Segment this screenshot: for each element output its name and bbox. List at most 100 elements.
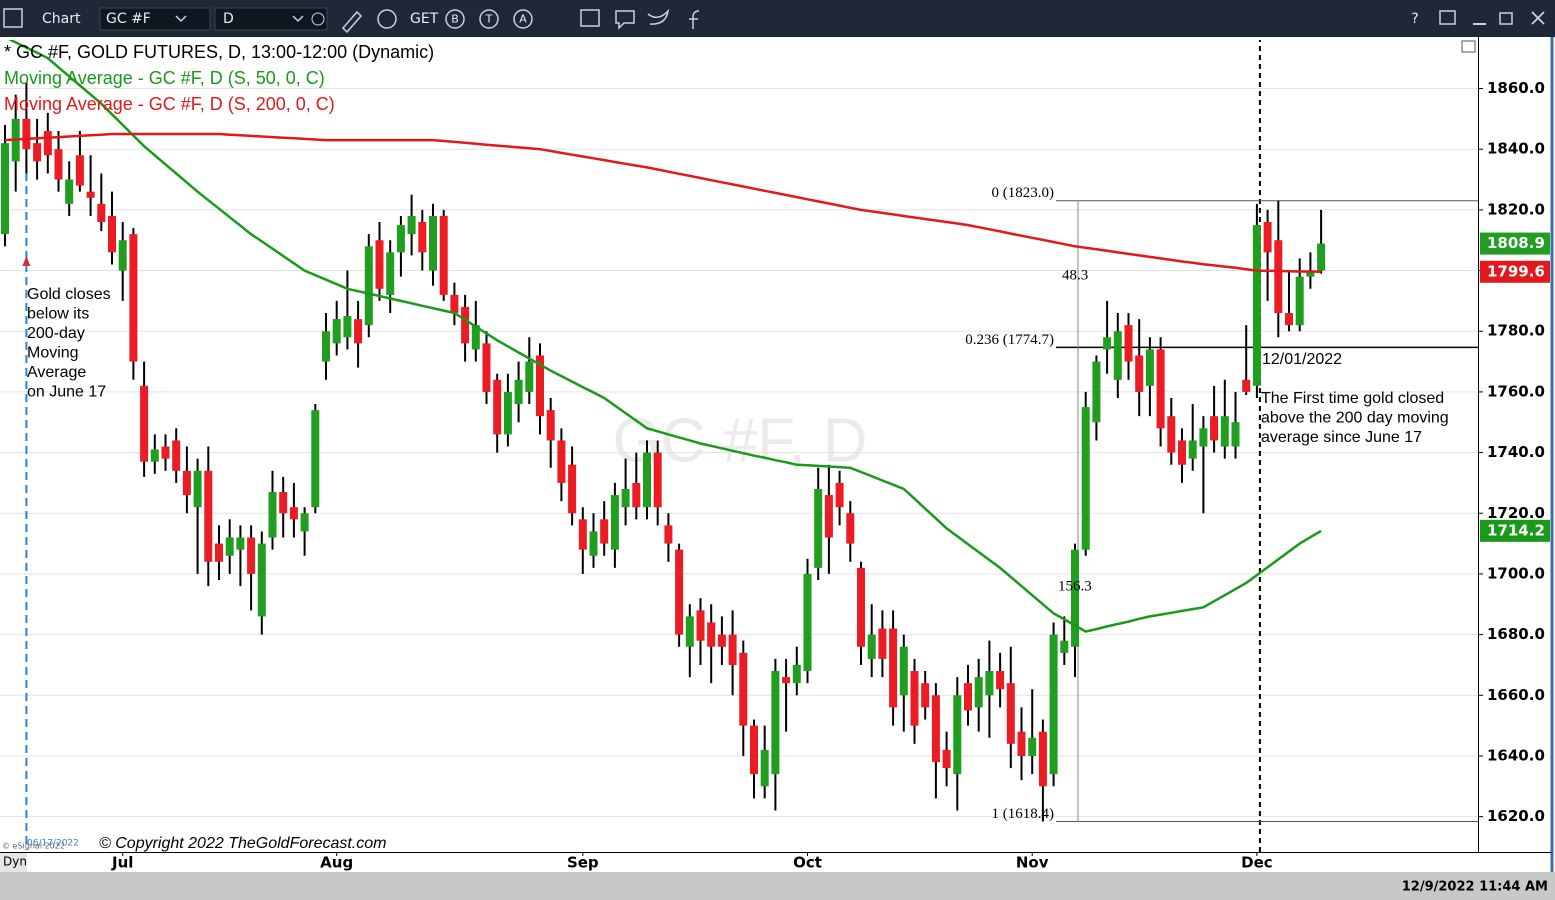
candle-body — [247, 537, 256, 574]
candle-body — [867, 634, 876, 659]
candle-body — [514, 379, 523, 405]
event-arrow — [22, 256, 31, 266]
dropdown-arrow[interactable] — [175, 15, 187, 23]
tool-letter: T — [485, 13, 493, 26]
restore-button[interactable] — [1499, 12, 1513, 25]
comment-tool[interactable] — [615, 10, 635, 30]
fib-label: 0.236 (1774.7) — [965, 332, 1054, 348]
candle-body — [161, 446, 170, 459]
copyright: © Copyright 2022 TheGoldForecast.com — [99, 835, 386, 852]
candle-body — [1199, 428, 1208, 447]
x-tick-label: Jul — [111, 854, 133, 872]
candle-body — [332, 319, 341, 344]
candle-body — [86, 191, 95, 198]
candle-body — [215, 543, 223, 562]
candle-body — [1220, 416, 1229, 447]
x-tick-label: Oct — [793, 854, 822, 872]
dropdown-arrow[interactable] — [292, 15, 304, 23]
candle-body — [782, 677, 791, 684]
candle-body — [279, 492, 288, 514]
legend-entry: Moving Average - GC #F, D (S, 200, 0, C) — [4, 94, 335, 114]
candle-body — [150, 449, 159, 462]
candle-body — [1071, 549, 1079, 647]
study-tool[interactable] — [377, 9, 397, 29]
facebook-tool[interactable] — [689, 10, 700, 29]
candle-body — [568, 464, 577, 514]
edit-tool[interactable] — [580, 9, 600, 27]
candle-body — [1006, 683, 1015, 744]
candle-body — [760, 749, 769, 787]
candle-body — [268, 492, 277, 538]
candle-body — [1242, 379, 1251, 392]
candle-body — [300, 513, 309, 532]
candle-body — [750, 725, 758, 775]
candle-body — [225, 537, 234, 556]
candle-body — [824, 495, 833, 538]
candle-body — [364, 246, 373, 326]
twitter-tool[interactable] — [647, 8, 670, 25]
close-button[interactable] — [1531, 11, 1545, 25]
candle-body — [322, 331, 330, 362]
panel-button[interactable] — [1461, 40, 1476, 53]
help-button[interactable]: ? — [1411, 11, 1418, 27]
y-tick-label: 1780.0 — [1487, 322, 1545, 340]
status-bar — [0, 872, 1555, 900]
candle-body — [546, 410, 555, 441]
candle-body — [1145, 349, 1154, 386]
candle-body — [1135, 355, 1144, 392]
candle-body — [632, 482, 641, 508]
candle-body — [450, 294, 459, 314]
x-tick-label: Sep — [567, 854, 599, 872]
get-button[interactable]: GET — [410, 11, 439, 27]
candle-body — [1285, 313, 1293, 326]
candle-body — [97, 203, 106, 223]
symbol[interactable]: GC #F — [106, 11, 151, 27]
candle-body — [600, 519, 609, 544]
candle-body — [921, 683, 930, 708]
candle-body — [396, 225, 405, 253]
note-line: Average — [27, 364, 86, 381]
interval[interactable]: D — [223, 11, 234, 27]
draw-tool[interactable] — [341, 10, 363, 34]
candle-body — [643, 452, 651, 508]
price-tag — [1480, 519, 1550, 542]
candle-body — [803, 573, 812, 672]
candle-body — [429, 215, 437, 271]
candle-body — [1156, 349, 1165, 429]
price-tag-label: 1714.2 — [1487, 521, 1545, 539]
candle-body — [675, 549, 684, 635]
symbol-box[interactable] — [99, 7, 211, 31]
candle-body — [343, 316, 352, 338]
candle-body — [1178, 440, 1186, 465]
candle-body — [257, 543, 266, 617]
y-tick-label: 1660.0 — [1487, 686, 1545, 704]
candle-body — [996, 671, 1005, 690]
window-tool[interactable] — [1439, 10, 1456, 25]
candle-body — [471, 325, 480, 350]
interval-box[interactable] — [214, 7, 328, 31]
candle-body — [1113, 331, 1122, 380]
candle-body — [889, 628, 898, 708]
moving-average — [8, 40, 1322, 633]
candle-body — [129, 234, 138, 362]
tool-icon — [513, 9, 533, 29]
candle-body — [418, 222, 427, 253]
candle-body — [792, 664, 801, 684]
candle-body — [375, 240, 384, 289]
note-line: Gold closes — [27, 286, 111, 303]
candle-body — [953, 695, 962, 775]
dyn-box — [0, 853, 27, 872]
candle-body — [503, 391, 512, 435]
candle-body — [696, 610, 705, 641]
candle-body — [108, 215, 116, 253]
candle-body — [289, 507, 298, 520]
interval-clock[interactable] — [311, 12, 325, 26]
candle-body — [1274, 240, 1283, 314]
note-line: Moving — [27, 345, 79, 362]
candle-body — [1167, 416, 1176, 453]
candle-body — [1188, 440, 1197, 459]
candle-body — [610, 495, 619, 550]
candle-body — [685, 616, 694, 647]
